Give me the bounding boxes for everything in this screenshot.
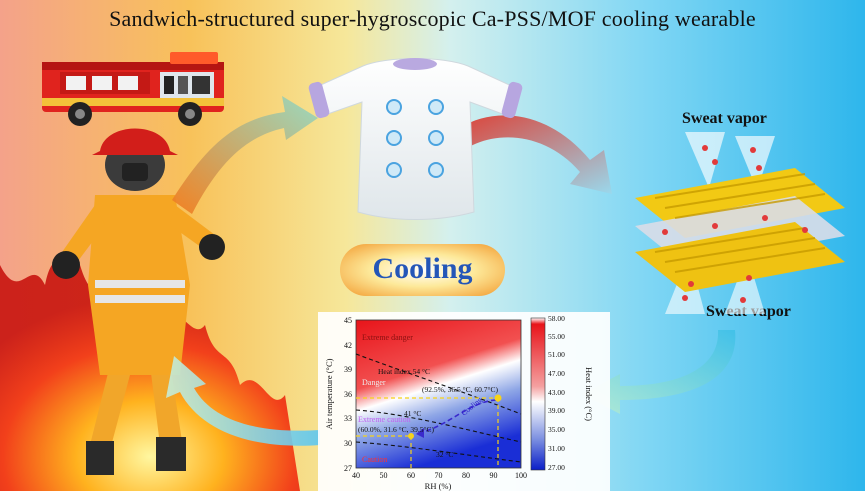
- y-tick: 42: [344, 341, 352, 350]
- colorbar-tick: 39.00: [548, 406, 565, 415]
- x-tick: 50: [380, 471, 388, 480]
- point-label-cool: (60.0%, 31.6 °C, 39.5°C): [358, 425, 434, 434]
- y-tick: 36: [344, 390, 352, 399]
- y-tick: 45: [344, 316, 352, 325]
- x-tick: 70: [435, 471, 443, 480]
- colorbar-tick: 35.00: [548, 425, 565, 434]
- cooling-arrow: [415, 399, 497, 435]
- heat-index-chart: Extreme danger Danger Extreme caution Ca…: [318, 312, 610, 491]
- cooling-badge: [340, 244, 505, 296]
- arrow-chart-to-firefighter: [166, 356, 320, 446]
- colorbar-tick: 58.00: [548, 314, 565, 323]
- sweat-vapor-label-top: Sweat vapor: [682, 110, 767, 127]
- contour-label-41: 41 °C: [404, 409, 421, 418]
- y-tick: 39: [344, 365, 352, 374]
- colorbar: [530, 317, 546, 471]
- x-tick: 90: [490, 471, 498, 480]
- x-tick: 40: [352, 471, 360, 480]
- zone-danger: Danger: [362, 378, 386, 387]
- contour-41: [355, 409, 522, 443]
- cooling-garment-illustration: [308, 58, 523, 220]
- fire-truck-illustration: [42, 52, 224, 126]
- abstract-title: Sandwich-structured super-hygroscopic Ca…: [109, 6, 756, 31]
- colorbar-tick: 31.00: [548, 444, 565, 453]
- cooling-label: Cooling: [372, 252, 473, 285]
- colorbar-label: Heat index (°C): [584, 367, 594, 421]
- contour-label-54: Heat index 54 °C: [378, 367, 430, 376]
- y-tick: 33: [344, 414, 352, 423]
- x-tick: 80: [462, 471, 470, 480]
- zone-caution: Caution: [362, 455, 387, 464]
- colorbar-tick: 47.00: [548, 369, 565, 378]
- colorbar-tick: 55.00: [548, 332, 565, 341]
- arrow-firefighter-to-garment: [172, 96, 318, 214]
- y-tick: 30: [344, 439, 352, 448]
- colorbar-tick: 43.00: [548, 388, 565, 397]
- firefighter-illustration: [0, 128, 300, 491]
- zone-extreme-caution: Extreme caution: [358, 415, 411, 424]
- contour-label-32: 32 °C: [436, 450, 453, 459]
- point-hot: [494, 394, 502, 402]
- contour-54: [355, 353, 522, 415]
- x-axis-label: RH (%): [425, 481, 452, 491]
- x-tick: 100: [515, 471, 527, 480]
- y-tick: 27: [344, 464, 352, 473]
- fabric-layers-illustration: [635, 132, 845, 314]
- contour-32: [355, 441, 522, 463]
- arrow-fabric-to-chart: [582, 330, 736, 414]
- point-label-hot: (92.5%, 36.5 °C, 60.7°C): [422, 385, 498, 394]
- arrow-garment-to-fabric: [438, 115, 612, 194]
- colorbar-tick: 27.00: [548, 463, 565, 472]
- colorbar-tick: 51.00: [548, 350, 565, 359]
- point-cool: [408, 433, 414, 439]
- x-tick: 60: [407, 471, 415, 480]
- heat-map-area: [355, 319, 522, 469]
- y-axis-label: Air temperature (°C): [324, 358, 334, 429]
- zone-extreme-danger: Extreme danger: [362, 333, 413, 342]
